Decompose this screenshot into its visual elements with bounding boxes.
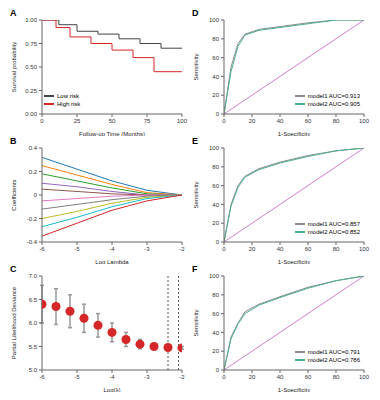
svg-text:-2: -2	[179, 246, 185, 252]
svg-text:0: 0	[40, 118, 44, 124]
html-text:F: F	[192, 264, 198, 274]
svg-text:80: 80	[333, 374, 340, 380]
svg-text:1-Specificity: 1-Specificity	[278, 131, 310, 136]
svg-text:20: 20	[212, 348, 219, 354]
svg-text:20: 20	[212, 92, 219, 98]
svg-text:0: 0	[222, 118, 226, 124]
svg-text:Coefficients: Coefficients	[11, 179, 17, 210]
svg-text:Follow-up Time (Months): Follow-up Time (Months)	[79, 131, 145, 136]
svg-text:-4: -4	[109, 374, 115, 380]
svg-text:0: 0	[216, 367, 220, 373]
svg-text:Partial Likelihood Deviance: Partial Likelihood Deviance	[11, 286, 17, 359]
html-text:model1 AUC=0.857: model1 AUC=0.857	[307, 221, 360, 227]
svg-text:0.50: 0.50	[25, 64, 37, 70]
svg-text:50: 50	[109, 118, 116, 124]
html-text:C: C	[10, 264, 17, 274]
svg-text:-6: -6	[39, 246, 45, 252]
svg-text:-0.4: -0.4	[27, 239, 38, 245]
html-text:model2 AUC=0.852: model2 AUC=0.852	[307, 229, 360, 235]
svg-text:1-Specificity: 1-Specificity	[278, 259, 310, 264]
svg-text:80: 80	[333, 246, 340, 252]
svg-text:20: 20	[212, 220, 219, 226]
html-text:E: E	[192, 136, 198, 146]
svg-text:40: 40	[277, 118, 284, 124]
html-text:B: B	[10, 136, 17, 146]
svg-text:80: 80	[212, 292, 219, 298]
svg-text:6.0: 6.0	[29, 320, 38, 326]
html-text:model2 AUC=0.905: model2 AUC=0.905	[307, 101, 360, 107]
svg-text:20: 20	[249, 246, 256, 252]
html-text:model1 AUC=0.913: model1 AUC=0.913	[307, 93, 360, 99]
svg-text:-4: -4	[109, 246, 115, 252]
svg-text:Sensitivity: Sensitivity	[193, 309, 199, 336]
svg-text:100: 100	[209, 17, 220, 23]
html-text:model1 AUC=0.791: model1 AUC=0.791	[307, 349, 360, 355]
svg-text:100: 100	[177, 118, 188, 124]
svg-text:80: 80	[212, 36, 219, 42]
svg-text:80: 80	[333, 118, 340, 124]
svg-text:-0.2: -0.2	[27, 216, 38, 222]
svg-text:100: 100	[209, 145, 220, 151]
svg-text:-5: -5	[74, 246, 80, 252]
svg-text:60: 60	[212, 183, 219, 189]
svg-text:100: 100	[359, 246, 370, 252]
svg-text:20: 20	[249, 374, 256, 380]
svg-text:1.00: 1.00	[25, 17, 37, 23]
svg-text:0.25: 0.25	[25, 88, 37, 94]
svg-text:0: 0	[222, 374, 226, 380]
svg-text:7.0: 7.0	[29, 273, 38, 279]
svg-text:40: 40	[277, 374, 284, 380]
svg-text:Log(λ): Log(λ)	[103, 387, 120, 392]
svg-text:100: 100	[359, 118, 370, 124]
svg-text:60: 60	[212, 55, 219, 61]
svg-text:0: 0	[216, 239, 220, 245]
html-text:High risk: High risk	[57, 101, 81, 107]
svg-text:Survival probability: Survival probability	[11, 42, 17, 92]
svg-text:0.00: 0.00	[25, 111, 37, 117]
svg-text:100: 100	[359, 374, 370, 380]
svg-text:5.5: 5.5	[29, 344, 38, 350]
svg-text:0.2: 0.2	[29, 169, 38, 175]
svg-text:60: 60	[305, 374, 312, 380]
html-text:model2 AUC=0.786: model2 AUC=0.786	[307, 357, 360, 363]
html-text:Low risk: Low risk	[57, 93, 79, 99]
svg-text:Sensitivity: Sensitivity	[193, 181, 199, 208]
svg-text:60: 60	[305, 246, 312, 252]
svg-text:60: 60	[305, 118, 312, 124]
svg-text:0: 0	[216, 111, 220, 117]
svg-text:-3: -3	[144, 374, 150, 380]
svg-text:-5: -5	[74, 374, 80, 380]
svg-text:80: 80	[212, 164, 219, 170]
svg-text:Log Lambda: Log Lambda	[95, 259, 129, 264]
svg-text:0.4: 0.4	[29, 145, 38, 151]
svg-text:0: 0	[34, 192, 38, 198]
svg-text:25: 25	[74, 118, 81, 124]
svg-text:-3: -3	[144, 246, 150, 252]
svg-text:40: 40	[277, 246, 284, 252]
svg-text:40: 40	[212, 330, 219, 336]
svg-text:20: 20	[249, 118, 256, 124]
html-text:A: A	[10, 8, 17, 18]
svg-text:0: 0	[222, 246, 226, 252]
svg-text:100: 100	[209, 273, 220, 279]
html-text:D: D	[192, 8, 199, 18]
svg-text:6.5: 6.5	[29, 297, 38, 303]
svg-text:5.0: 5.0	[29, 367, 38, 373]
svg-text:1-Specificity: 1-Specificity	[278, 387, 310, 392]
svg-text:Sensitivity: Sensitivity	[193, 53, 199, 80]
svg-text:60: 60	[212, 311, 219, 317]
svg-text:-6: -6	[39, 374, 45, 380]
svg-text:75: 75	[144, 118, 151, 124]
svg-text:40: 40	[212, 74, 219, 80]
svg-text:0.75: 0.75	[25, 41, 37, 47]
svg-text:40: 40	[212, 202, 219, 208]
svg-text:-2: -2	[179, 374, 185, 380]
